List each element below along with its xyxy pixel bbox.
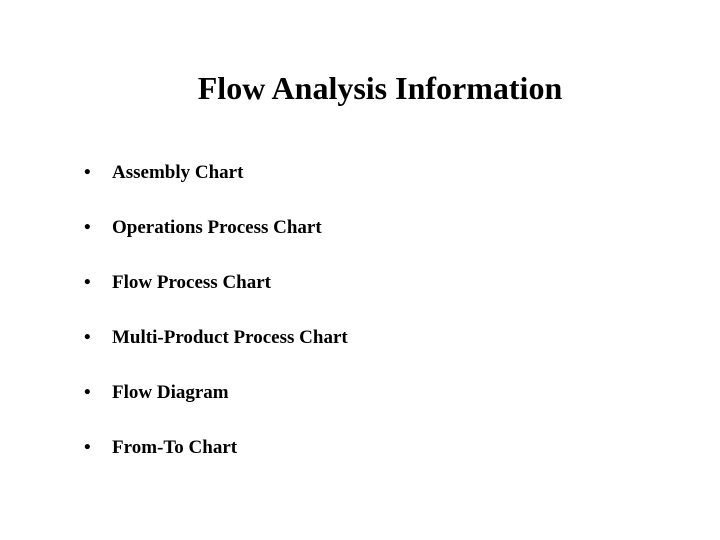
bullet-text: Operations Process Chart [112, 217, 660, 239]
bullet-icon: • [84, 272, 112, 294]
bullet-text: Assembly Chart [112, 162, 660, 184]
bullet-icon: • [84, 382, 112, 404]
list-item: • Flow Diagram [84, 382, 660, 404]
list-item: • Assembly Chart [84, 162, 660, 184]
list-item: • Flow Process Chart [84, 272, 660, 294]
bullet-text: Flow Process Chart [112, 272, 660, 294]
slide-container: Flow Analysis Information • Assembly Cha… [0, 0, 720, 540]
bullet-text: Multi-Product Process Chart [112, 327, 660, 349]
bullet-icon: • [84, 217, 112, 239]
bullet-icon: • [84, 437, 112, 459]
bullet-text: From-To Chart [112, 437, 660, 459]
list-item: • Operations Process Chart [84, 217, 660, 239]
slide-title: Flow Analysis Information [100, 70, 660, 107]
list-item: • Multi-Product Process Chart [84, 327, 660, 349]
bullet-icon: • [84, 327, 112, 349]
bullet-text: Flow Diagram [112, 382, 660, 404]
bullet-list: • Assembly Chart • Operations Process Ch… [60, 162, 660, 459]
bullet-icon: • [84, 162, 112, 184]
list-item: • From-To Chart [84, 437, 660, 459]
